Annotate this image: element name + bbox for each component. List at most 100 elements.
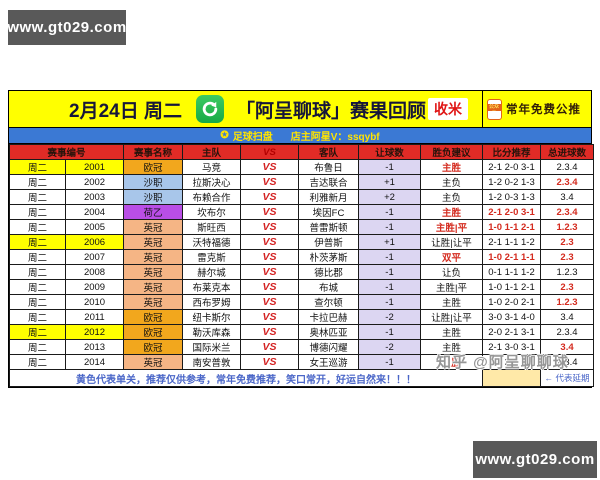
header-score: 比分推荐 — [482, 144, 542, 160]
cell-score: 0-1 1-1 1-2 — [482, 264, 542, 280]
cell-league: 荷乙 — [123, 204, 184, 220]
cell-goals: 2.3.4 — [540, 324, 595, 340]
cell-vs: VS — [240, 279, 300, 295]
promo-section: 公众号 常年免费公推 — [483, 91, 591, 128]
subheader-bar: ✪ 足球扫盘 店主阿星V：ssqybf — [9, 128, 591, 144]
cell-id: 2001 — [64, 159, 125, 175]
cell-home: 雷克斯 — [182, 249, 242, 265]
cell-home: 南安普敦 — [182, 354, 242, 370]
cell-advice: 让胜 — [420, 354, 484, 370]
cell-handicap: -1 — [358, 264, 422, 280]
cell-goals: 1.2.3 — [540, 264, 595, 280]
cell-id: 2004 — [64, 204, 125, 220]
cell-away: 利雅新月 — [298, 189, 360, 205]
table-row: 周二 2002 沙职 拉斯决心 VS 吉达联合 +1 主负 1-2 0-2 1-3 2.3.4 — [9, 174, 595, 190]
cell-handicap: -1 — [358, 204, 422, 220]
cell-handicap: -1 — [358, 324, 422, 340]
table-row: 周二 2007 英冠 雷克斯 VS 朴茨茅斯 -1 双平 1-0 2-1 1-1 2.3 — [9, 249, 595, 265]
cell-advice: 主胜 — [420, 294, 484, 310]
cell-handicap: -1 — [358, 219, 422, 235]
cell-day: 周二 — [9, 174, 66, 190]
circled-star-icon: ✪ — [220, 130, 229, 141]
cell-advice: 主胜 — [420, 324, 484, 340]
header-league: 赛事名称 — [123, 144, 184, 160]
cell-vs: VS — [240, 249, 300, 265]
cell-day: 周二 — [9, 324, 66, 340]
header-away: 客队 — [298, 144, 360, 160]
page-title: 「阿呈聊球」赛果回顾 — [235, 100, 426, 122]
header-vs: VS — [240, 144, 300, 160]
cell-handicap: +1 — [358, 234, 422, 250]
cell-home: 西布罗姆 — [182, 294, 242, 310]
cell-vs: VS — [240, 339, 300, 355]
cell-league: 英冠 — [123, 354, 184, 370]
cell-league: 英冠 — [123, 264, 184, 280]
table-row: 周二 2001 欧冠 马竞 VS 布鲁日 -1 主胜 2-1 2-0 3-1 2.3.4 — [9, 159, 595, 175]
cell-score: 1-0 1-1 2-1 — [482, 219, 542, 235]
cell-id: 2005 — [64, 219, 125, 235]
cell-home: 赫尔城 — [182, 264, 242, 280]
cell-id: 2008 — [64, 264, 125, 280]
cell-score: 3-0 3-1 4-0 — [482, 309, 542, 325]
cell-away: 埃因FC — [298, 204, 360, 220]
cell-advice: 主胜 — [420, 159, 484, 175]
cell-advice: 让负 — [420, 264, 484, 280]
cell-league: 沙职 — [123, 189, 184, 205]
cell-advice: 主胜|平 — [420, 279, 484, 295]
cell-home: 勒沃库森 — [182, 324, 242, 340]
site-url-bottom: www.gt029.com — [473, 441, 597, 478]
cell-score: 1-2 0-2 1-3 — [482, 174, 542, 190]
cell-vs: VS — [240, 354, 300, 370]
cell-score: 2-1 2-0 3-1 — [482, 204, 542, 220]
cell-score: 1-0 2-1 1-1 — [482, 249, 542, 265]
cell-away: 德比郡 — [298, 264, 360, 280]
gongzhonghao-label: 公众号 — [487, 103, 501, 111]
cell-league: 英冠 — [123, 234, 184, 250]
cell-home: 拉斯决心 — [182, 174, 242, 190]
cell-advice: 让胜|让平 — [420, 234, 484, 250]
cell-away: 卡拉巴赫 — [298, 309, 360, 325]
date-label: 2月24日 周二 — [69, 100, 182, 122]
green-swirl-logo-icon — [195, 95, 224, 123]
cell-handicap: +1 — [358, 174, 422, 190]
cell-away: 女王巡游 — [298, 354, 360, 370]
cell-day: 周二 — [9, 204, 66, 220]
cell-advice: 主胜|平 — [420, 219, 484, 235]
cell-home: 国际米兰 — [182, 339, 242, 355]
cell-league: 英冠 — [123, 219, 184, 235]
shoumi-badge: 收米 — [428, 98, 468, 120]
cell-goals: 2.3.4 — [540, 354, 595, 370]
cell-vs: VS — [240, 219, 300, 235]
table-row: 周二 2004 荷乙 坎布尔 VS 埃因FC -1 主胜 2-1 2-0 3-1 2.3.4 — [9, 204, 595, 220]
cell-league: 欧冠 — [123, 159, 184, 175]
cell-vs: VS — [240, 309, 300, 325]
cell-away: 普雷斯顿 — [298, 219, 360, 235]
table-row: 周二 2014 英冠 南安普敦 VS 女王巡游 -1 让胜 2-0 2-1 3-1 2.3.4 — [9, 354, 595, 370]
header-advice: 胜负建议 — [420, 144, 484, 160]
cell-id: 2013 — [64, 339, 125, 355]
site-url-top: www.gt029.com — [7, 10, 126, 45]
cell-home: 马竞 — [182, 159, 242, 175]
cell-league: 沙职 — [123, 174, 184, 190]
cell-id: 2007 — [64, 249, 125, 265]
cell-goals: 2.3.4 — [540, 159, 595, 175]
cell-home: 纽卡斯尔 — [182, 309, 242, 325]
header-match-id: 赛事编号 — [8, 144, 125, 160]
cell-away: 布鲁日 — [298, 159, 360, 175]
cell-handicap: -2 — [358, 339, 422, 355]
cell-goals: 2.3.4 — [540, 204, 595, 220]
cell-goals: 3.4 — [540, 309, 595, 325]
cell-handicap: -1 — [358, 279, 422, 295]
cell-goals: 2.3.4 — [540, 174, 595, 190]
cell-advice: 双平 — [420, 249, 484, 265]
cell-day: 周二 — [9, 264, 66, 280]
cell-league: 欧冠 — [123, 324, 184, 340]
cell-league: 英冠 — [123, 294, 184, 310]
table-row: 周二 2008 英冠 赫尔城 VS 德比郡 -1 让负 0-1 1-1 1-2 1.2.3 — [9, 264, 595, 280]
cell-goals: 2.3 — [540, 249, 595, 265]
cell-id: 2009 — [64, 279, 125, 295]
cell-handicap: -1 — [358, 159, 422, 175]
cell-vs: VS — [240, 264, 300, 280]
promo-label: 常年免费公推 — [506, 104, 581, 116]
cell-handicap: -1 — [358, 249, 422, 265]
